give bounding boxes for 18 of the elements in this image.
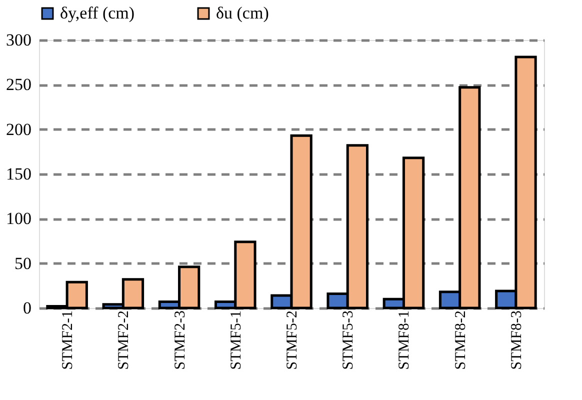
y-tick-label: 0 — [23, 298, 32, 318]
x-tick-label: STMF5-2 — [284, 310, 300, 370]
y-tick-label: 300 — [6, 30, 32, 50]
x-tick-label: STMF8-3 — [508, 310, 525, 370]
y-tick-label: 250 — [6, 75, 32, 94]
x-tick-label: STMF8-1 — [396, 310, 413, 370]
x-tick-label: STMF2-1 — [60, 310, 76, 370]
y-tick-label: 100 — [6, 209, 32, 228]
x-tick-label: STMF2-2 — [116, 310, 132, 370]
y-tick-label: 150 — [6, 164, 32, 184]
legend-label: δy,eff (cm) — [60, 4, 135, 23]
x-tick-label: STMF5-3 — [340, 310, 357, 370]
y-tick-label: 50 — [14, 254, 32, 273]
x-tick-label: STMF5-1 — [228, 310, 244, 370]
legend-label: δu (cm) — [216, 4, 269, 23]
x-tick-label: STMF8-2 — [452, 310, 469, 370]
x-tick-label: STMF2-3 — [172, 310, 188, 370]
y-tick-label: 200 — [6, 120, 32, 139]
